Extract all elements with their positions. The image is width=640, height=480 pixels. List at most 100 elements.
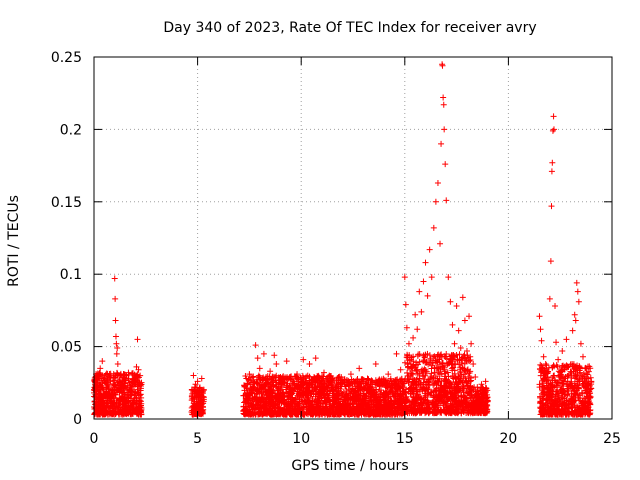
data-point bbox=[440, 364, 447, 371]
data-point bbox=[545, 388, 552, 395]
data-point bbox=[310, 391, 317, 398]
data-point bbox=[285, 388, 292, 395]
data-point bbox=[579, 353, 586, 360]
data-point bbox=[329, 375, 336, 382]
data-point bbox=[370, 394, 377, 401]
data-point bbox=[306, 390, 313, 397]
data-point bbox=[105, 385, 112, 392]
data-point bbox=[449, 404, 456, 411]
data-point bbox=[442, 370, 449, 377]
data-point bbox=[374, 403, 381, 410]
data-point bbox=[247, 409, 254, 416]
data-point bbox=[568, 395, 575, 402]
data-point bbox=[197, 400, 204, 407]
data-point bbox=[457, 345, 464, 352]
data-point bbox=[300, 356, 307, 363]
data-point bbox=[389, 384, 396, 391]
data-point bbox=[275, 405, 282, 412]
data-point bbox=[401, 274, 408, 281]
data-point bbox=[416, 402, 423, 409]
data-point bbox=[404, 360, 411, 367]
data-point bbox=[581, 395, 588, 402]
data-point bbox=[381, 391, 388, 398]
data-point bbox=[538, 367, 545, 374]
data-point bbox=[538, 411, 545, 418]
data-point bbox=[113, 340, 120, 347]
data-point bbox=[323, 398, 330, 405]
data-point bbox=[134, 374, 141, 381]
data-point bbox=[567, 381, 574, 388]
data-point bbox=[449, 356, 456, 363]
data-point bbox=[309, 397, 316, 404]
data-point bbox=[363, 379, 370, 386]
data-point bbox=[113, 350, 120, 357]
data-point bbox=[460, 373, 467, 380]
data-point bbox=[121, 389, 128, 396]
data-point bbox=[344, 395, 351, 402]
data-point bbox=[540, 353, 547, 360]
data-point bbox=[542, 402, 549, 409]
data-point bbox=[110, 407, 117, 414]
data-point bbox=[417, 400, 424, 407]
data-point bbox=[298, 378, 305, 385]
data-point bbox=[439, 400, 446, 407]
data-point bbox=[125, 376, 132, 383]
data-point bbox=[586, 388, 593, 395]
data-point bbox=[312, 384, 319, 391]
data-point bbox=[556, 374, 563, 381]
data-point bbox=[484, 387, 491, 394]
data-point bbox=[397, 385, 404, 392]
data-point bbox=[108, 408, 115, 415]
data-point bbox=[402, 395, 409, 402]
data-point bbox=[456, 351, 463, 358]
data-point bbox=[540, 382, 547, 389]
data-point bbox=[413, 368, 420, 375]
data-point bbox=[416, 358, 423, 365]
data-point bbox=[547, 400, 554, 407]
data-point bbox=[359, 376, 366, 383]
data-point bbox=[426, 408, 433, 415]
data-point bbox=[251, 405, 258, 412]
data-point bbox=[445, 373, 452, 380]
data-point bbox=[568, 404, 575, 411]
data-point bbox=[380, 375, 387, 382]
data-point bbox=[104, 397, 111, 404]
data-point bbox=[422, 370, 429, 377]
data-point bbox=[543, 378, 550, 385]
y-axis-label: ROTI / TECUs bbox=[6, 195, 22, 287]
data-point bbox=[341, 376, 348, 383]
data-point bbox=[312, 355, 319, 362]
data-point bbox=[556, 392, 563, 399]
data-point bbox=[350, 410, 357, 417]
data-point bbox=[453, 303, 460, 310]
data-point bbox=[579, 398, 586, 405]
data-point bbox=[426, 381, 433, 388]
data-point bbox=[342, 406, 349, 413]
x-tick-label: 5 bbox=[193, 431, 202, 447]
data-point bbox=[199, 389, 206, 396]
data-point bbox=[390, 391, 397, 398]
data-point bbox=[476, 394, 483, 401]
data-point bbox=[385, 410, 392, 417]
data-point bbox=[243, 394, 250, 401]
data-point bbox=[434, 394, 441, 401]
data-point bbox=[397, 366, 404, 373]
data-point bbox=[584, 411, 591, 418]
data-point bbox=[431, 364, 438, 371]
data-point bbox=[373, 406, 380, 413]
data-point bbox=[256, 365, 263, 372]
data-point bbox=[390, 385, 397, 392]
data-point bbox=[242, 398, 249, 405]
data-point bbox=[317, 378, 324, 385]
data-point bbox=[353, 399, 360, 406]
data-point bbox=[402, 301, 409, 308]
data-point bbox=[538, 337, 545, 344]
data-point bbox=[320, 410, 327, 417]
data-point bbox=[106, 389, 113, 396]
data-point bbox=[251, 395, 258, 402]
data-point bbox=[343, 381, 350, 388]
data-point bbox=[565, 363, 572, 370]
data-point bbox=[195, 392, 202, 399]
data-point bbox=[540, 372, 547, 379]
data-point bbox=[546, 397, 553, 404]
